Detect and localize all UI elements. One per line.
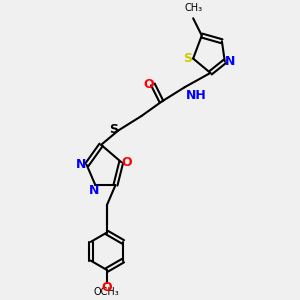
Text: O: O: [122, 156, 132, 169]
Text: O: O: [101, 281, 112, 294]
Text: S: S: [110, 122, 118, 136]
Text: OCH₃: OCH₃: [94, 287, 120, 297]
Text: O: O: [143, 78, 154, 91]
Text: N: N: [225, 55, 235, 68]
Text: NH: NH: [186, 89, 207, 102]
Text: N: N: [76, 158, 86, 172]
Text: N: N: [89, 184, 99, 197]
Text: CH₃: CH₃: [184, 2, 202, 13]
Text: S: S: [184, 52, 193, 65]
